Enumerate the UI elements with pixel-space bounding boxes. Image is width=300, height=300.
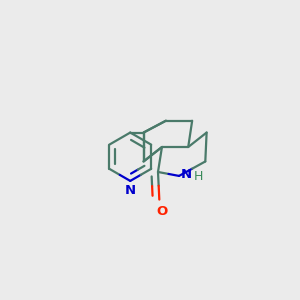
Text: N: N bbox=[181, 168, 192, 181]
Text: H: H bbox=[194, 170, 203, 183]
Text: N: N bbox=[125, 184, 136, 197]
Text: O: O bbox=[156, 205, 167, 218]
